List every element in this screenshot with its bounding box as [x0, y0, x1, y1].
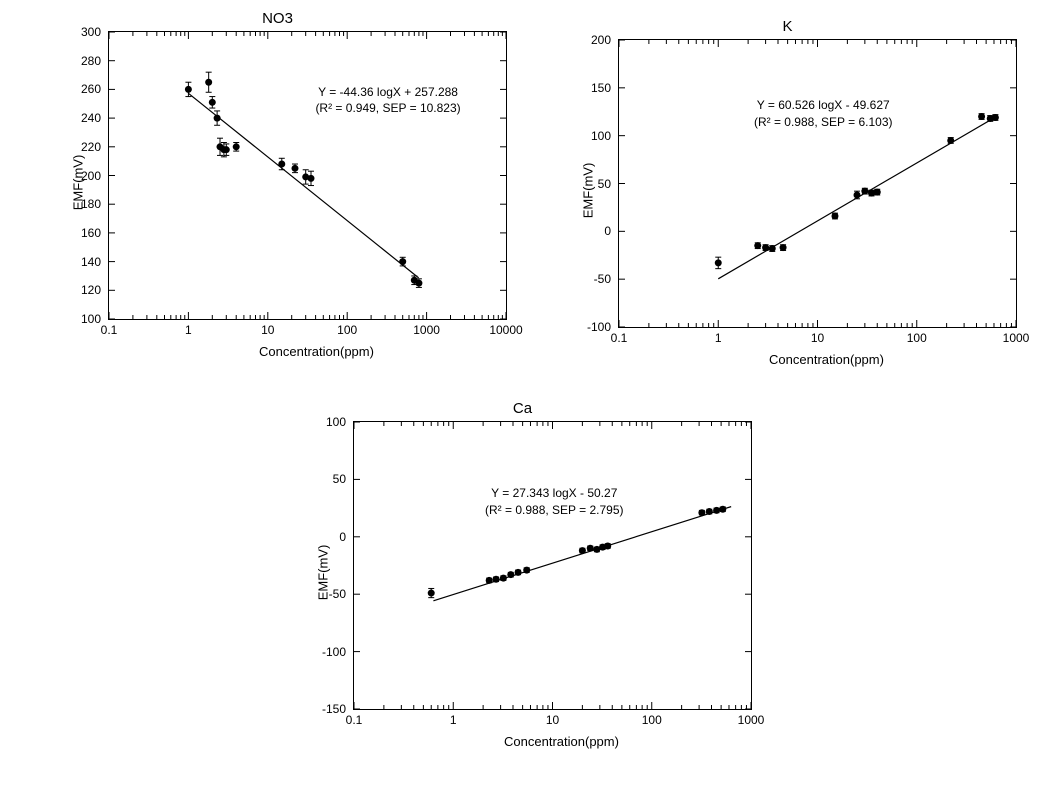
ytick-label: -100: [571, 320, 611, 334]
equation-no3: Y = -44.36 logX + 257.288 (R² = 0.949, S…: [315, 84, 460, 118]
xtick-label: 10000: [489, 323, 522, 337]
ytick-label: 220: [61, 140, 101, 154]
equation-k: Y = 60.526 logX - 49.627 (R² = 0.988, SE…: [754, 97, 893, 131]
equation-line2-no3: (R² = 0.949, SEP = 10.823): [315, 101, 460, 115]
chart-title-ca: Ca: [275, 400, 770, 417]
equation-line1-k: Y = 60.526 logX - 49.627: [757, 98, 890, 112]
ytick-label: 0: [571, 224, 611, 238]
xtick-label: 1000: [413, 323, 440, 337]
xtick-label: 100: [907, 331, 927, 345]
ytick-label: 50: [306, 472, 346, 486]
plot-svg-no3: [109, 32, 506, 319]
xlabel-k: Concentration(ppm): [757, 352, 897, 367]
plot-area-k: Y = 60.526 logX - 49.627 (R² = 0.988, SE…: [618, 39, 1017, 328]
ytick-label: -50: [306, 587, 346, 601]
equation-line1-ca: Y = 27.343 logX - 50.27: [491, 486, 617, 500]
ytick-label: 280: [61, 54, 101, 68]
ytick-label: 100: [571, 129, 611, 143]
xtick-label: 10: [261, 323, 274, 337]
xtick-label: 0.1: [611, 331, 628, 345]
ytick-label: 180: [61, 197, 101, 211]
ytick-label: 0: [306, 530, 346, 544]
ytick-label: 240: [61, 111, 101, 125]
plot-area-ca: Y = 27.343 logX - 50.27 (R² = 0.988, SEP…: [353, 421, 752, 710]
chart-title-k: K: [540, 18, 1035, 35]
xlabel-no3: Concentration(ppm): [247, 344, 387, 359]
xtick-label: 1000: [738, 713, 765, 727]
xtick-label: 1000: [1003, 331, 1030, 345]
ytick-label: 260: [61, 82, 101, 96]
ytick-label: 200: [571, 33, 611, 47]
xtick-label: 1: [715, 331, 722, 345]
ytick-label: 50: [571, 177, 611, 191]
ytick-label: 150: [571, 81, 611, 95]
ytick-label: 120: [61, 283, 101, 297]
ytick-label: 200: [61, 169, 101, 183]
plot-area-no3: Y = -44.36 logX + 257.288 (R² = 0.949, S…: [108, 31, 507, 320]
chart-title-no3: NO3: [30, 10, 525, 27]
equation-line2-k: (R² = 0.988, SEP = 6.103): [754, 115, 893, 129]
ytick-label: -100: [306, 645, 346, 659]
xtick-label: 10: [546, 713, 559, 727]
ytick-label: 100: [306, 415, 346, 429]
xtick-label: 0.1: [101, 323, 118, 337]
ytick-label: -50: [571, 272, 611, 286]
ytick-label: 100: [61, 312, 101, 326]
plot-svg-k: [619, 40, 1016, 327]
ytick-label: 300: [61, 25, 101, 39]
chart-no3: NO3 EMF(mV) Y = -44.36 logX + 257.288 (R…: [30, 10, 525, 320]
ytick-label: -150: [306, 702, 346, 716]
xtick-label: 10: [811, 331, 824, 345]
ytick-label: 140: [61, 255, 101, 269]
equation-line1-no3: Y = -44.36 logX + 257.288: [318, 85, 458, 99]
chart-ca: Ca EMF(mV) Y = 27.343 logX - 50.27 (R² =…: [275, 400, 770, 710]
chart-k: K EMF(mV) Y = 60.526 logX - 49.627 (R² =…: [540, 18, 1035, 328]
equation-line2-ca: (R² = 0.988, SEP = 2.795): [485, 503, 624, 517]
xlabel-ca: Concentration(ppm): [492, 734, 632, 749]
ytick-label: 160: [61, 226, 101, 240]
equation-ca: Y = 27.343 logX - 50.27 (R² = 0.988, SEP…: [485, 485, 624, 519]
xtick-label: 1: [185, 323, 192, 337]
xtick-label: 100: [337, 323, 357, 337]
xtick-label: 0.1: [346, 713, 363, 727]
xtick-label: 1: [450, 713, 457, 727]
xtick-label: 100: [642, 713, 662, 727]
plot-svg-ca: [354, 422, 751, 709]
